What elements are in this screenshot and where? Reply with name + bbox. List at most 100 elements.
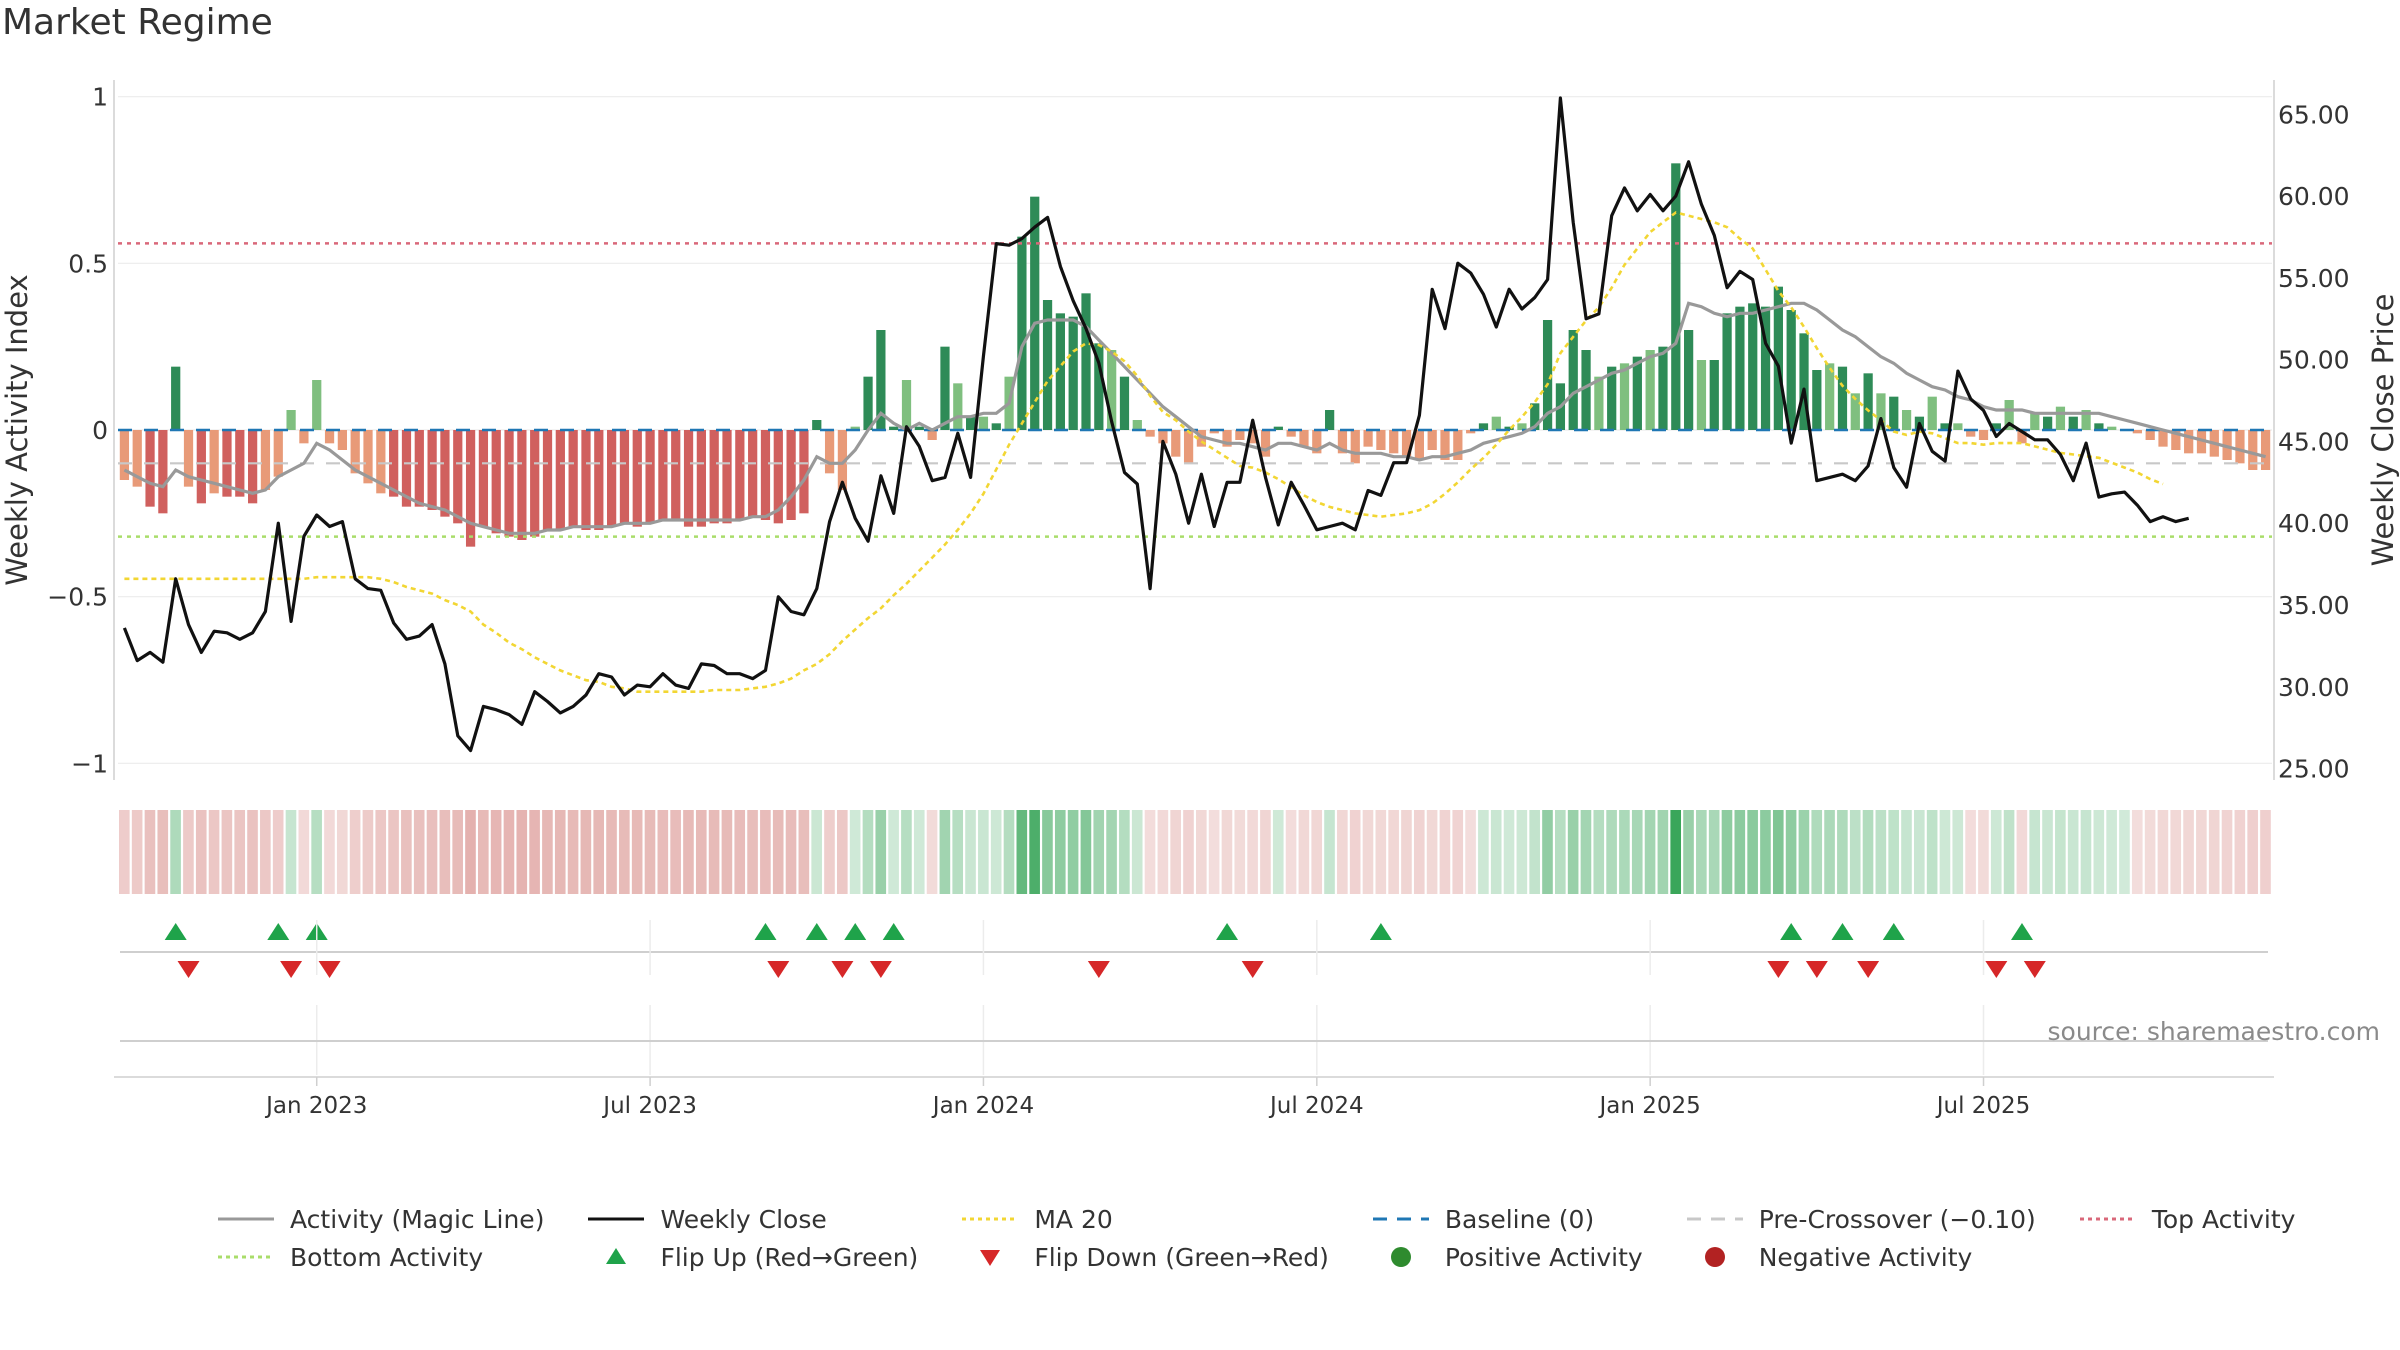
regime-cell (349, 810, 361, 894)
activity-bar (2235, 430, 2245, 464)
regime-cell (183, 810, 194, 894)
activity-bar (594, 430, 604, 530)
regime-cell (554, 810, 566, 894)
activity-bar (773, 430, 783, 524)
regime-cell (1042, 810, 1053, 894)
flip-down-marker (177, 961, 200, 978)
activity-bar (1645, 350, 1655, 430)
activity-bar (2171, 430, 2181, 450)
legend-label: MA 20 (1034, 1204, 1113, 1234)
regime-cell (1208, 810, 1220, 894)
regime-cell (1914, 810, 1925, 894)
activity-bar (2094, 423, 2104, 430)
activity-bar (1171, 430, 1181, 457)
activity-bar (2158, 430, 2168, 447)
activity-bar (1491, 416, 1501, 430)
regime-cell (1555, 810, 1566, 894)
regime-cell (2183, 810, 2194, 894)
flip-down-marker (318, 961, 341, 978)
flip-up-marker (844, 923, 867, 940)
regime-cell (670, 810, 681, 894)
regime-cell (1657, 810, 1669, 894)
regime-cell (1670, 810, 1682, 894)
activity-bar (1901, 410, 1912, 430)
y-left-tick-label: 1 (92, 83, 108, 112)
activity-bar (1517, 423, 1527, 430)
regime-cell (1311, 810, 1323, 894)
activity-bar (1966, 430, 1976, 437)
legend-item-pre: Pre-Crossover (−0.10) (1685, 1204, 2036, 1234)
regime-cell (1785, 810, 1797, 894)
regime-cell (1516, 810, 1528, 894)
activity-bar (1068, 316, 1078, 430)
legend-item-bottom: Bottom Activity (216, 1242, 544, 1272)
activity-bar (427, 430, 437, 510)
regime-cell (1606, 810, 1617, 894)
flip-up-marker (267, 923, 290, 940)
activity-bar (799, 430, 809, 514)
regime-cell (990, 810, 1002, 894)
regime-cell (2131, 810, 2143, 894)
activity-bar (1991, 423, 2001, 430)
activity-bar (2132, 430, 2142, 434)
axes (113, 80, 2275, 780)
activity-bar (1607, 366, 1617, 430)
activity-bar (530, 430, 540, 537)
activity-bar (542, 430, 553, 530)
activity-bar (1671, 163, 1681, 431)
legend-swatch-close (586, 1204, 646, 1234)
activity-bar (1568, 330, 1578, 430)
regime-cell (734, 810, 746, 894)
regime-cell (1567, 810, 1579, 894)
regime-cell (311, 810, 322, 894)
legend-item-flipup: Flip Up (Red→Green) (586, 1242, 918, 1272)
activity-bar (1081, 293, 1091, 430)
regime-cell (1478, 810, 1489, 894)
x-tick-label: Jul 2024 (1268, 1093, 1364, 1119)
regime-cell (285, 810, 297, 894)
activity-bar (312, 380, 322, 430)
regime-cell (1285, 810, 1297, 894)
activity-bar (453, 430, 463, 524)
y-right-tick-label: 25.00 (2278, 755, 2350, 784)
regime-cell (1067, 810, 1079, 894)
regime-cell (2196, 810, 2207, 894)
activity-bar (1632, 356, 1642, 430)
flip-down-marker (831, 961, 854, 978)
activity-bar (414, 430, 424, 507)
activity-bar (760, 430, 771, 520)
legend-item-close: Weekly Close (586, 1204, 918, 1234)
regime-cell (1824, 810, 1835, 894)
activity-bar (1132, 420, 1142, 430)
activity-bar (1389, 430, 1399, 454)
regime-cell (1747, 810, 1758, 894)
flip-up-marker (1216, 923, 1239, 940)
legend-label: Negative Activity (1758, 1242, 1973, 1272)
flip-down-marker (767, 961, 790, 978)
regime-cell (1362, 810, 1374, 894)
regime-cell (2093, 810, 2105, 894)
activity-bar (491, 430, 501, 534)
activity-bar (363, 430, 373, 484)
legend-item-baseline: Baseline (0) (1371, 1204, 1643, 1234)
legend-item-flipdown: Flip Down (Green→Red) (960, 1242, 1329, 1272)
regime-cell (1196, 810, 1207, 894)
regime-cell (695, 810, 707, 894)
flip-down-marker (869, 961, 892, 978)
flip-down-marker (1985, 961, 2008, 978)
ma20-line (124, 211, 2164, 694)
flip-down-marker (1241, 961, 1264, 978)
regime-cell (2221, 810, 2233, 894)
regime-cell (1413, 810, 1425, 894)
activity-bar (812, 420, 822, 430)
activity-bar (1850, 393, 1860, 430)
activity-bar (1889, 396, 1899, 430)
regime-cell (119, 810, 130, 894)
activity-bar (401, 430, 412, 507)
flip-up-marker (882, 923, 905, 940)
activity-bar (991, 423, 1001, 430)
regime-cell (1272, 810, 1284, 894)
regime-cell (401, 810, 412, 894)
activity-bar (1594, 376, 1604, 430)
activity-bar (1684, 330, 1694, 430)
